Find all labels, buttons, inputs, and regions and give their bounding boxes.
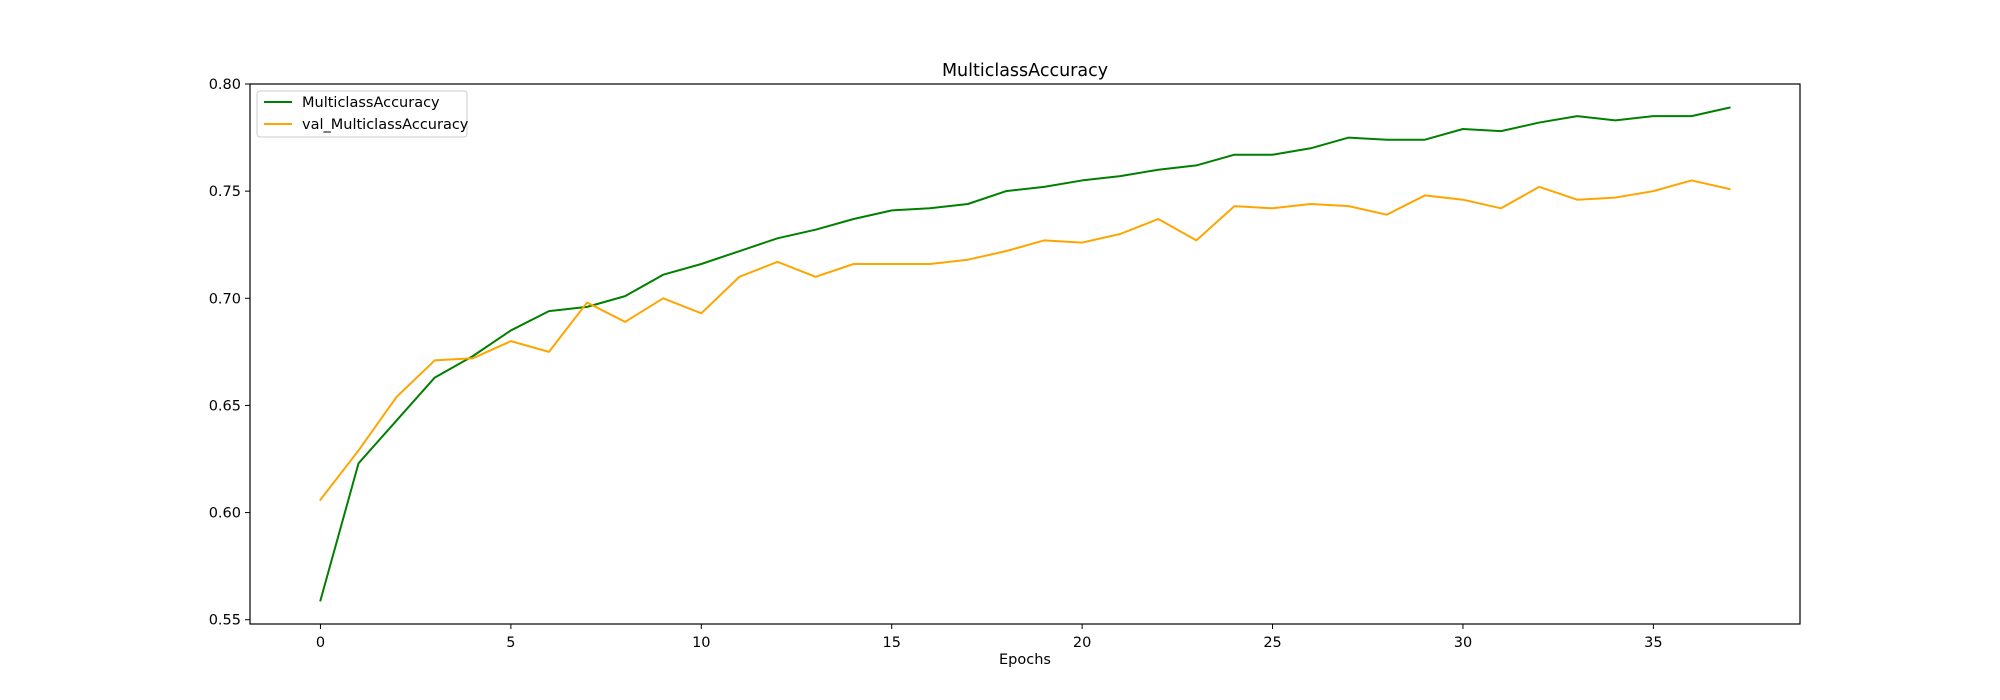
- series-line-train: [320, 108, 1729, 601]
- series-line-val: [320, 180, 1729, 499]
- legend: MulticlassAccuracy val_MulticlassAccurac…: [257, 91, 469, 137]
- y-tick-label: 0.70: [209, 291, 241, 307]
- series-lines: [320, 108, 1729, 601]
- x-tick-label: 15: [882, 635, 900, 651]
- y-tick-label: 0.75: [209, 184, 241, 200]
- x-tick-label: 5: [506, 635, 515, 651]
- y-tick-label: 0.55: [209, 613, 241, 629]
- x-tick-label: 0: [316, 635, 325, 651]
- legend-label-train: MulticlassAccuracy: [302, 95, 440, 111]
- x-tick-label: 30: [1454, 635, 1472, 651]
- x-tick-label: 20: [1073, 635, 1091, 651]
- y-tick-label: 0.80: [209, 77, 241, 93]
- x-tick-label: 25: [1263, 635, 1281, 651]
- chart-title: MulticlassAccuracy: [942, 61, 1108, 81]
- x-axis: 0 5 10 15 20 25 30 35: [316, 624, 1663, 651]
- x-tick-label: 10: [692, 635, 710, 651]
- y-tick-label: 0.60: [209, 506, 241, 522]
- x-axis-label: Epochs: [999, 652, 1051, 668]
- y-tick-label: 0.65: [209, 398, 241, 414]
- legend-label-val: val_MulticlassAccuracy: [302, 117, 469, 133]
- x-tick-label: 35: [1644, 635, 1662, 651]
- y-axis: 0.55 0.60 0.65 0.70 0.75 0.80: [209, 77, 250, 629]
